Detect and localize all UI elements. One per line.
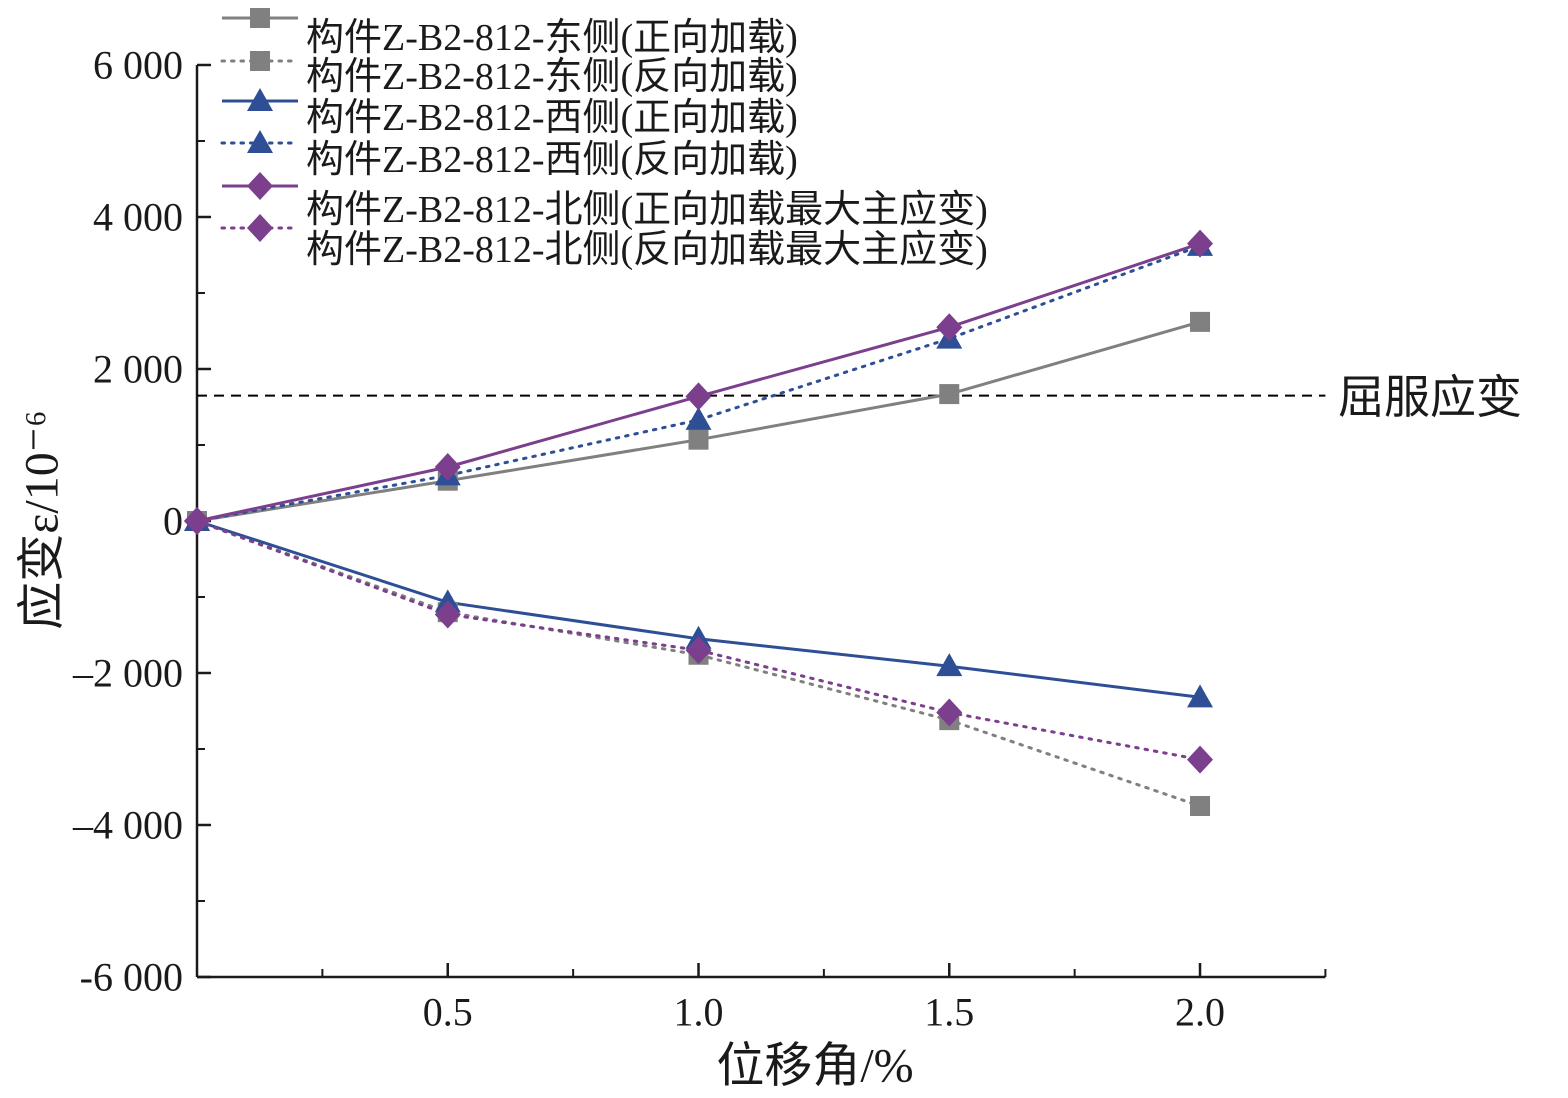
y-tick-label: 6 000 — [93, 43, 183, 88]
y-tick-label: 2 000 — [93, 347, 183, 392]
legend-label: 构件Z-B2-812-东侧(反向加载) — [306, 56, 798, 98]
legend-square-marker — [250, 51, 270, 71]
series-2-point — [1190, 796, 1211, 816]
legend-diamond-marker — [247, 214, 273, 242]
y-tick-label: –4 000 — [72, 803, 183, 848]
legend-item: 构件Z-B2-812-北侧(反向加载最大主应变) — [220, 214, 988, 271]
series-markers — [184, 229, 1214, 816]
legend-item: 构件Z-B2-812-西侧(反向加载) — [220, 130, 798, 181]
series-5-point — [685, 382, 712, 411]
legend-triangle-marker — [247, 130, 273, 153]
series-3-point — [936, 653, 963, 677]
legend-label: 构件Z-B2-812-东侧(正向加载) — [306, 17, 798, 59]
legend-triangle-marker — [247, 88, 273, 111]
legend-diamond-marker — [247, 172, 273, 200]
x-tick-label: 1.5 — [924, 990, 974, 1035]
legend-item: 构件Z-B2-812-东侧(正向加载) — [222, 8, 798, 59]
y-tick-label: 0 — [163, 499, 183, 544]
series-1-point — [939, 384, 960, 405]
yield-strain-label: 屈服应变 — [1338, 372, 1522, 423]
series-5-point — [936, 313, 963, 342]
legend-label: 构件Z-B2-812-西侧(正向加载) — [306, 97, 798, 139]
legend-item: 构件Z-B2-812-北侧(正向加载最大主应变) — [222, 172, 988, 231]
x-tick-label: 2.0 — [1175, 990, 1225, 1035]
series-6-point — [184, 507, 210, 535]
series-6-line — [195, 519, 1202, 762]
series-5-point — [434, 453, 461, 482]
legend-item: 构件Z-B2-812-西侧(正向加载) — [222, 88, 798, 139]
series-3-point — [1187, 684, 1214, 708]
series-5-point — [1187, 229, 1214, 258]
legend-item: 构件Z-B2-812-东侧(反向加载) — [220, 51, 798, 98]
y-tick-label: -6 000 — [80, 955, 183, 1000]
legend-label: 构件Z-B2-812-北侧(反向加载最大主应变) — [306, 229, 988, 271]
series-6-point — [685, 636, 712, 665]
legend: 构件Z-B2-812-东侧(正向加载)构件Z-B2-812-东侧(反向加载)构件… — [220, 8, 988, 271]
series-6-point — [434, 600, 461, 629]
y-axis-title: 应变ε/10⁻⁶ — [16, 410, 69, 630]
axes: 6 000 4 000 2 000 0 –2 000 –4 000 -6 000 0.5 1.0… — [72, 43, 1327, 1035]
legend-square-marker — [250, 8, 270, 28]
x-axis-title: 位移角/% — [716, 1040, 913, 1093]
legend-label: 构件Z-B2-812-西侧(反向加载) — [306, 139, 798, 181]
legend-label: 构件Z-B2-812-北侧(正向加载最大主应变) — [306, 189, 988, 231]
yield-strain-reference: 屈服应变 — [197, 372, 1522, 423]
series-4-point — [685, 406, 712, 430]
series-1-point — [1190, 311, 1211, 332]
y-tick-label: –2 000 — [72, 651, 183, 696]
series-6-point — [1187, 745, 1214, 774]
x-tick-label: 1.0 — [674, 990, 724, 1035]
series-1-point — [688, 429, 709, 450]
y-tick-label: 4 000 — [93, 195, 183, 240]
x-tick-label: 0.5 — [423, 990, 473, 1035]
series-6-point — [936, 698, 963, 727]
